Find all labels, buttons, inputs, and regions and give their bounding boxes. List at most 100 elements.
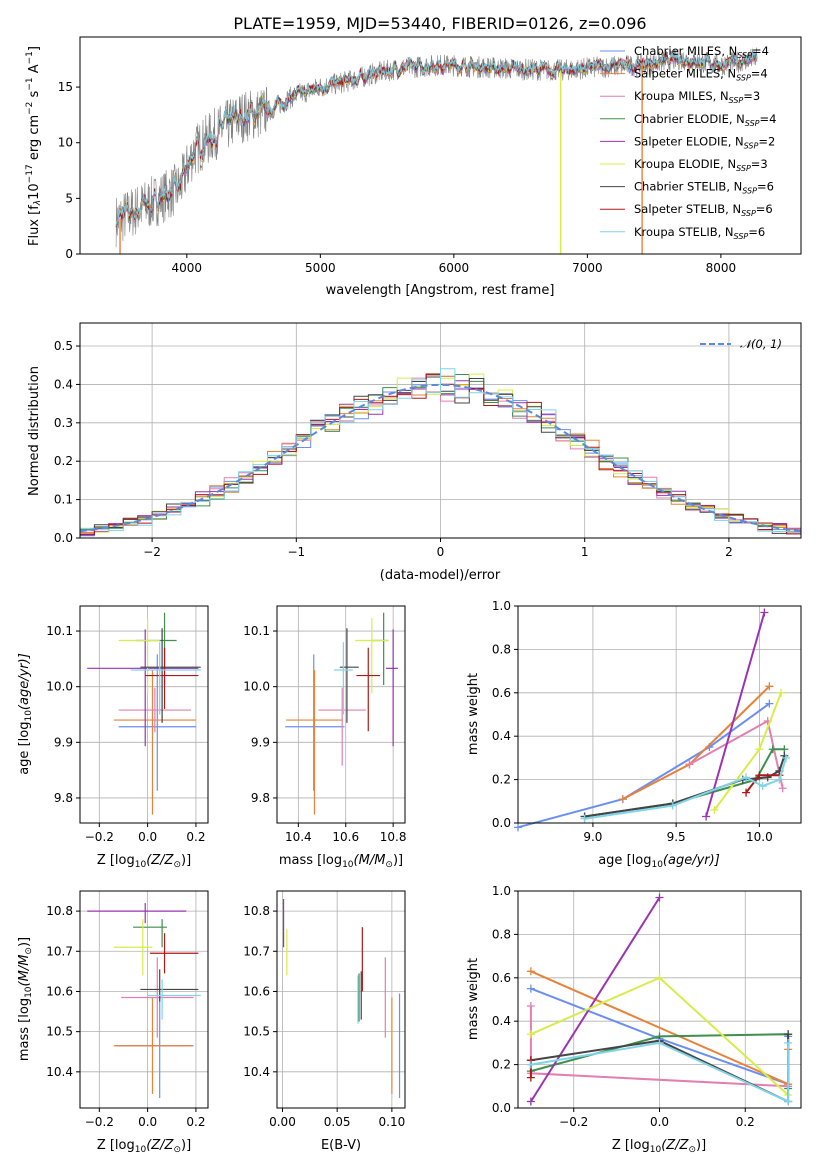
y-tick-label: 0.4 (492, 729, 511, 743)
mass-weight-marker (526, 1060, 535, 1069)
legend-label: Salpeter MILES, NSSP=4 (634, 67, 768, 83)
residual-histograms (80, 368, 801, 537)
weight-vs-age-panel: 9.0 9.5 10.0 0.0 0.2 0.4 0.6 0.8 1.0 age [log10(… (466, 599, 802, 870)
y-tick-label: 10.4 (46, 1065, 73, 1079)
mass-weight-marker (765, 682, 774, 691)
y-tick-label: 0.2 (492, 1058, 511, 1072)
y-tick-label: 10.0 (243, 680, 270, 694)
x-tick-label: −1 (287, 545, 305, 559)
mass-weight-marker (742, 773, 751, 782)
residuals-x-label: (data-model)/error (380, 568, 501, 583)
mass-weight-line (584, 757, 787, 820)
y-tick-label: 9.8 (54, 791, 73, 805)
mass-weight-marker (778, 784, 787, 793)
mass-weight-line (517, 702, 770, 829)
y-tick-label: 1.0 (492, 599, 511, 613)
age-vs-metallicity-errorbars (87, 612, 201, 815)
mass-weight-marker (618, 795, 627, 804)
age-vs-mass-errorbars (285, 612, 398, 815)
y-tick-label: 0.8 (492, 642, 511, 656)
x-tick-label: −0.2 (85, 830, 114, 844)
mass-weight-marker (685, 760, 694, 769)
age-vs-metallicity-y-label: age [log10(age/yr)] (17, 653, 34, 775)
x-tick-label: −0.2 (559, 1115, 588, 1129)
spectrum-x-label: wavelength [Angstrom, rest frame] (326, 283, 555, 298)
legend-label: Kroupa ELODIE, NSSP=3 (634, 157, 768, 173)
y-tick-label: 10.7 (243, 944, 270, 958)
mass-weight-line (584, 755, 786, 818)
mass-weight-marker (526, 1030, 535, 1039)
y-tick-label: 0.0 (492, 1101, 511, 1115)
normal-reference-curve (79, 383, 802, 533)
y-tick-label: 10.8 (243, 904, 270, 918)
x-tick-label: 2 (725, 545, 733, 559)
mass-weight-line (530, 1041, 790, 1104)
x-tick-label: 0.2 (186, 830, 205, 844)
x-tick-label: 0.0 (138, 1115, 157, 1129)
y-tick-label: 10.8 (46, 904, 73, 918)
y-tick-label: 0.6 (492, 971, 511, 985)
age-vs-metallicity-frame (79, 605, 209, 824)
x-tick-label: 0.00 (269, 1115, 296, 1129)
age-vs-metallicity-x-label: Z [log10(Z/Z⊙)] (97, 853, 191, 870)
legend-label: Kroupa STELIB, NSSP=6 (634, 225, 765, 241)
mass-vs-metallicity-panel: −0.2 0.0 0.2 10.4 10.5 10.6 10.7 10.8 Z [log10(… (17, 890, 209, 1155)
mass-vs-extinction-errorbars (282, 899, 401, 1098)
mass-weight-marker (782, 753, 791, 762)
mass-weight-marker (668, 801, 677, 810)
y-tick-label: 0.0 (492, 816, 511, 830)
mass-weight-marker (655, 893, 664, 902)
weight-vs-metallicity-y-label: mass weight (466, 958, 481, 1040)
weight-vs-metallicity-panel: −0.2 0.0 0.2 0.0 0.2 0.4 0.6 0.8 1.0 Z [log10(Z/… (466, 884, 802, 1155)
y-tick-label: 9.9 (54, 735, 73, 749)
weight-vs-metallicity-x-label: Z [log10(Z/Z⊙)] (612, 1138, 706, 1155)
x-tick-label: 10.4 (285, 830, 312, 844)
y-tick-label: 0.1 (54, 493, 73, 507)
mass-weight-marker (777, 688, 786, 697)
y-tick-label: 0.3 (54, 416, 73, 430)
y-tick-label: 10.6 (46, 984, 73, 998)
y-tick-label: 10.6 (243, 984, 270, 998)
y-tick-label: 0 (65, 247, 73, 261)
x-tick-label: 8000 (706, 261, 737, 275)
mass-vs-metallicity-y-label: mass [log10(M/M⊙)] (17, 937, 34, 1061)
x-tick-label: 0.05 (324, 1115, 351, 1129)
y-tick-label: 0.0 (54, 531, 73, 545)
age-vs-mass-x-label: mass [log10(M/M⊙)] (279, 853, 403, 870)
x-tick-label: 0.2 (736, 1115, 755, 1129)
y-tick-label: 9.9 (251, 735, 270, 749)
legend-label: Chabrier MILES, NSSP=4 (634, 44, 769, 60)
residual-histogram-step (80, 368, 801, 532)
mass-vs-metallicity-errorbars (87, 903, 201, 1098)
mass-weight-marker (784, 1030, 793, 1039)
mass-weight-line (530, 896, 661, 1103)
mass-weight-marker (526, 1073, 535, 1082)
age-vs-mass-frame (276, 605, 406, 824)
y-tick-label: 0.6 (492, 686, 511, 700)
y-tick-label: 10.1 (243, 624, 270, 638)
weight-vs-age-y-label: mass weight (466, 673, 481, 755)
x-tick-label: 10.8 (380, 830, 407, 844)
residuals-panel: −2 −1 0 1 2 0.0 0.1 0.2 0.3 0.4 0.5 𝒩(0, 1) (data-… (27, 322, 802, 583)
y-tick-label: 9.8 (251, 791, 270, 805)
model-spectrum-line (115, 51, 758, 226)
x-tick-label: 6000 (439, 261, 470, 275)
y-tick-label: 0.8 (492, 927, 511, 941)
mass-weight-marker (784, 1038, 793, 1047)
x-tick-label: 10.0 (746, 830, 773, 844)
age-vs-mass-panel: 10.4 10.6 10.8 9.8 9.9 10.0 10.1 mass [log10(M… (243, 605, 407, 870)
spectrum-lines (115, 47, 758, 254)
mass-weight-marker (655, 1038, 664, 1047)
x-tick-label: 4000 (172, 261, 203, 275)
y-tick-label: 0.2 (492, 773, 511, 787)
x-tick-label: −2 (143, 545, 161, 559)
spectrum-legend: Chabrier MILES, NSSP=4 Salpeter MILES, NS… (600, 44, 776, 241)
y-tick-label: 5 (65, 191, 73, 205)
mass-weight-marker (702, 812, 711, 821)
figure-title: PLATE=1959, MJD=53440, FIBERID=0126, z=0… (233, 14, 646, 33)
x-tick-label: 0.10 (379, 1115, 406, 1129)
weight-vs-age-lines (514, 608, 791, 832)
legend-label: Kroupa MILES, NSSP=3 (634, 89, 760, 105)
mass-weight-marker (655, 973, 664, 982)
x-tick-label: 1 (581, 545, 589, 559)
